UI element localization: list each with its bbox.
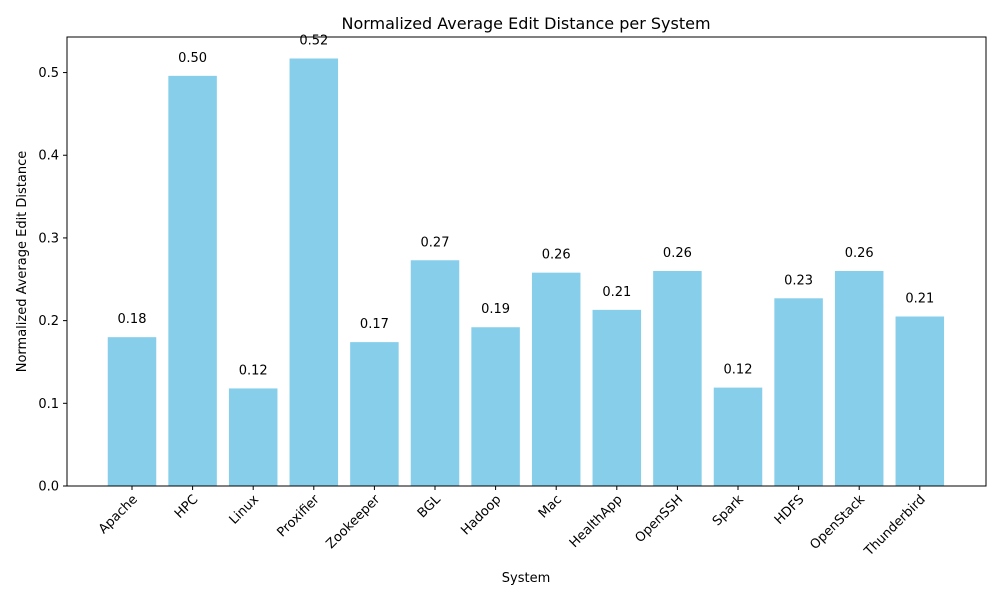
x-tick-label-hpc: HPC: [172, 492, 201, 521]
y-tick-label: 0.3: [38, 231, 59, 246]
bar-value-label: 0.18: [118, 312, 147, 327]
x-tick-label-openstack: OpenStack: [807, 492, 868, 553]
bar-spark: [713, 387, 763, 486]
bar-value-label: 0.50: [178, 51, 207, 66]
x-tick-label-proxifier: Proxifier: [275, 492, 324, 541]
bar-value-label: 0.52: [299, 34, 328, 49]
bar-hpc: [168, 75, 217, 487]
bar-value-label: 0.21: [905, 291, 934, 306]
x-tick-label-openssh: OpenSSH: [632, 492, 686, 546]
plot-area: 0.18 0.50 0.12 0.52 0.17 0.27 0.19 0.26 0.21 0.26…: [38, 34, 987, 560]
chart-title: Normalized Average Edit Distance per Sys…: [341, 14, 710, 33]
y-tick-label: 0.5: [38, 66, 59, 81]
y-tick-label: 0.1: [38, 397, 59, 412]
x-tick-label-zookeeper: Zookeeper: [324, 492, 384, 552]
bar-mac: [531, 272, 581, 486]
bar-value-label: 0.26: [663, 246, 692, 261]
x-tick-label-hadoop: Hadoop: [458, 492, 504, 538]
bar-value-label: 0.23: [784, 273, 813, 288]
bar-value-label: 0.26: [542, 248, 571, 263]
bar-hadoop: [471, 327, 520, 486]
y-axis-label: Normalized Average Edit Distance: [15, 151, 30, 373]
bar-value-label: 0.19: [481, 302, 510, 317]
bar-openssh: [653, 271, 702, 486]
x-tick-label-mac: Mac: [536, 492, 565, 521]
x-tick-label-bgl: BGL: [415, 492, 445, 522]
x-tick-label-spark: Spark: [710, 492, 747, 529]
y-tick-label: 0.0: [38, 480, 59, 495]
y-tick-label: 0.4: [38, 149, 59, 164]
x-tick-label-healthapp: HealthApp: [567, 492, 626, 551]
bar-bgl: [410, 260, 460, 486]
bar-value-label: 0.12: [239, 363, 268, 378]
x-tick-label-thunderbird: Thunderbird: [861, 492, 929, 560]
x-tick-label-hdfs: HDFS: [772, 492, 808, 528]
bar-value-label: 0.17: [360, 317, 389, 332]
y-tick-label: 0.2: [38, 314, 59, 329]
bar-value-label: 0.27: [421, 235, 450, 250]
bar-zookeeper: [350, 342, 399, 486]
bar-apache: [107, 337, 157, 486]
plot-frame: [66, 36, 987, 487]
x-axis-label: System: [502, 571, 550, 586]
bar-proxifier: [289, 58, 339, 486]
bar-value-label: 0.21: [602, 285, 631, 300]
bar-hdfs: [774, 298, 823, 486]
x-tick-label-apache: Apache: [96, 492, 141, 537]
bar-linux: [228, 388, 278, 486]
bar-healthapp: [592, 309, 642, 486]
bar-thunderbird: [895, 316, 945, 486]
bar-value-label: 0.26: [845, 246, 874, 261]
x-tick-label-linux: Linux: [227, 492, 263, 528]
bar-value-label: 0.12: [724, 363, 753, 378]
bar-openstack: [834, 271, 884, 486]
